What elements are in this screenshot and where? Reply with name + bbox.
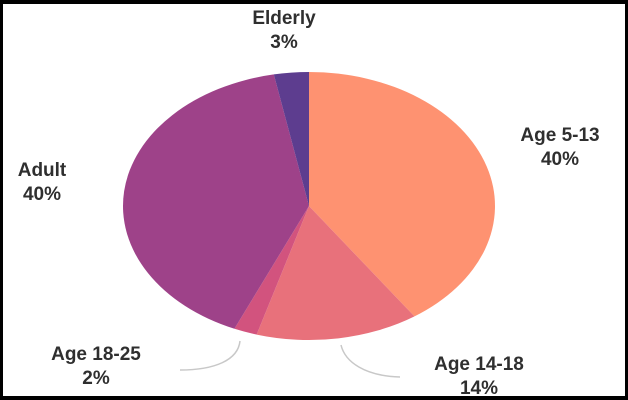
pie-slice-adult <box>122 74 309 329</box>
slice-label-age-5-13-name: Age 5-13 <box>520 125 599 146</box>
slice-label-adult-value: 40% <box>23 184 61 205</box>
leader-line-age-18-25 <box>179 340 241 371</box>
pie-slices <box>122 72 495 340</box>
slice-label-age-18-25-name: Age 18-25 <box>51 344 141 365</box>
right-border <box>625 0 628 400</box>
left-border <box>0 0 3 400</box>
slice-label-age-18-25-value: 2% <box>82 368 110 389</box>
slice-label-elderly-name: Elderly <box>252 8 316 29</box>
pie-slice-age-14-18 <box>256 206 415 340</box>
slice-label-age-14-18-name: Age 14-18 <box>434 354 524 375</box>
pie-slice-age-18-25 <box>234 206 309 335</box>
pie-slice-elderly <box>273 72 309 206</box>
slice-labels: Age 5-13 40% Age 14-18 14% Age 18-25 2% … <box>18 8 600 399</box>
slice-label-age-5-13-value: 40% <box>541 149 579 170</box>
pie-slice-age-5-13 <box>309 72 495 317</box>
slice-label-elderly-value: 3% <box>270 32 298 53</box>
slice-label-age-14-18-value: 14% <box>460 378 498 399</box>
top-border <box>0 0 628 4</box>
leader-line-age-14-18 <box>340 344 401 378</box>
bottom-border <box>0 396 628 400</box>
leader-lines <box>179 340 401 378</box>
slice-label-adult-name: Adult <box>18 160 67 181</box>
